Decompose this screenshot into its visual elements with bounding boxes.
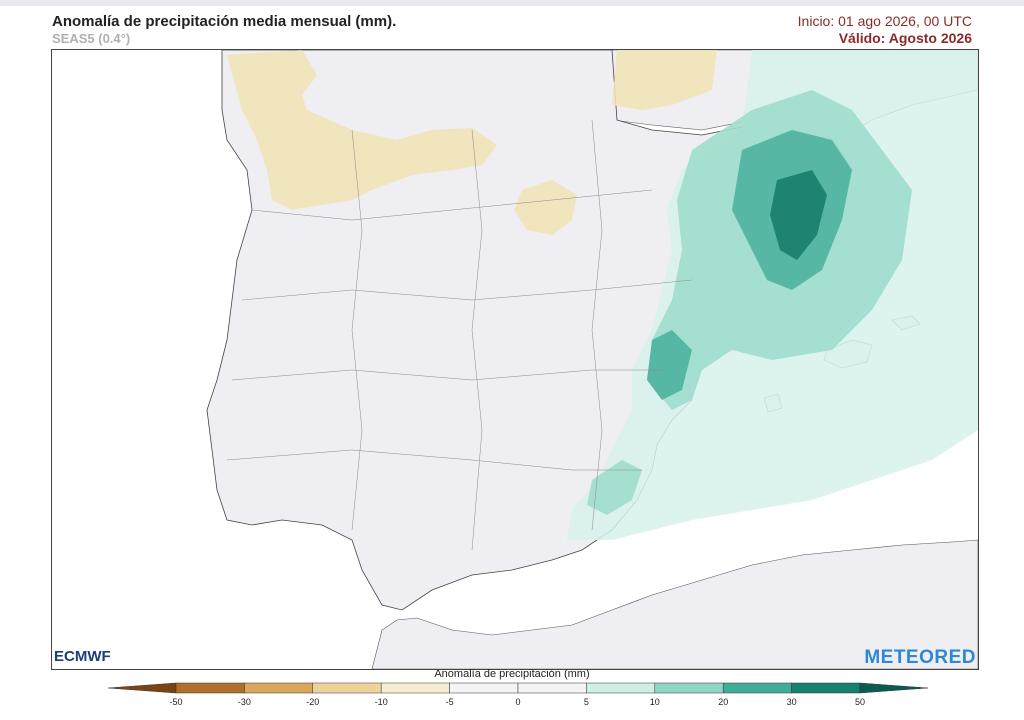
colorbar-bin bbox=[654, 682, 724, 694]
colorbar-tick-label: -5 bbox=[446, 697, 454, 707]
top-strip bbox=[0, 0, 1024, 6]
dry-area-center bbox=[514, 180, 577, 235]
africa-land bbox=[371, 539, 978, 669]
colorbar-bin bbox=[586, 682, 656, 694]
wet-area-max bbox=[770, 170, 827, 260]
colorbar-tick-label: -30 bbox=[238, 697, 251, 707]
province-borders bbox=[226, 119, 693, 551]
colorbar-bin bbox=[517, 682, 587, 694]
dry-area-northwest bbox=[227, 50, 497, 210]
colorbar-bin bbox=[380, 682, 450, 694]
colorbar-bin bbox=[791, 682, 861, 694]
ecmwf-logo: ECMWF bbox=[54, 648, 111, 665]
colorbar-tick-label: 20 bbox=[718, 697, 728, 707]
colorbar-bin bbox=[175, 682, 245, 694]
colorbar-bin bbox=[449, 682, 519, 694]
colorbar-bin bbox=[312, 682, 382, 694]
wet-area-strong-coast bbox=[647, 330, 692, 400]
colorbar-tick-label: 50 bbox=[855, 697, 865, 707]
map-area[interactable] bbox=[51, 49, 979, 670]
colorbar-tick-label: 5 bbox=[584, 697, 589, 707]
colorbar-tick-label: -50 bbox=[169, 697, 182, 707]
colorbar-tick-label: 10 bbox=[650, 697, 660, 707]
colorbar-tick-label: -20 bbox=[306, 697, 319, 707]
init-date: Inicio: 01 ago 2026, 00 UTC bbox=[797, 13, 972, 29]
colorbar-extend-low bbox=[107, 682, 177, 694]
colorbar: -50 -30 -20 -10 -5 0 5 10 20 30 50 bbox=[107, 682, 929, 707]
dry-area-north bbox=[612, 50, 717, 110]
map-svg bbox=[52, 50, 978, 669]
colorbar-title: Anomalía de precipitación (mm) bbox=[434, 668, 590, 680]
model-subtitle: SEAS5 (0.4°) bbox=[52, 31, 131, 46]
colorbar-extend-high bbox=[859, 682, 929, 694]
wet-area-medium-south bbox=[587, 460, 642, 515]
valid-date: Válido: Agosto 2026 bbox=[838, 30, 972, 46]
colorbar-tick-label: 0 bbox=[515, 697, 520, 707]
colorbar-bin bbox=[244, 682, 314, 694]
meteored-logo: METEORED bbox=[864, 647, 976, 668]
colorbar-bin bbox=[722, 682, 792, 694]
map-title: Anomalía de precipitación media mensual … bbox=[52, 13, 397, 30]
colorbar-tick-label: -10 bbox=[375, 697, 388, 707]
colorbar-tick-label: 30 bbox=[787, 697, 797, 707]
